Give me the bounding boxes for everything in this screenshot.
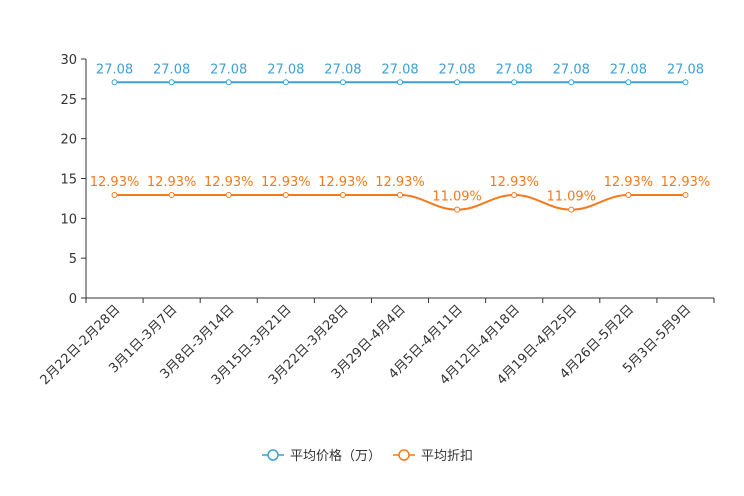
data-label: 12.93% [375, 175, 425, 190]
data-point [568, 206, 575, 213]
data-label: 27.08 [667, 62, 704, 77]
data-point [682, 79, 689, 86]
legend-marker-icon [398, 449, 410, 461]
data-label: 27.08 [324, 62, 361, 77]
data-label: 12.93% [261, 175, 311, 190]
y-tick-label: 30 [60, 53, 77, 68]
data-point [111, 79, 118, 86]
data-label: 12.93% [489, 175, 539, 190]
legend-item-2[interactable]: 平均折扣 [393, 449, 473, 464]
chart-data-labels: 27.08 27.08 27.08 27.08 27.08 27.08 27.08 27.08… [90, 62, 710, 204]
data-point [682, 191, 689, 198]
data-point [511, 191, 518, 198]
data-point [568, 79, 575, 86]
data-label: 27.08 [96, 62, 133, 77]
chart-legend[interactable]: 平均价格（万） 平均折扣 [262, 448, 473, 464]
data-point [225, 191, 232, 198]
data-label: 27.08 [496, 62, 533, 77]
y-tick-label: 20 [60, 133, 77, 148]
data-label: 27.08 [381, 62, 418, 77]
data-point [454, 79, 461, 86]
data-label: 11.09% [432, 190, 482, 205]
y-tick-label: 10 [60, 212, 77, 227]
data-point [397, 191, 403, 198]
data-label: 27.08 [267, 62, 304, 77]
data-label: 12.93% [318, 175, 368, 190]
y-tick-label: 25 [60, 93, 77, 108]
legend-marker-icon [267, 449, 279, 461]
data-point [625, 79, 632, 86]
data-point [339, 79, 346, 86]
data-point [511, 79, 518, 86]
data-label: 12.93% [204, 175, 254, 190]
legend-item-1[interactable]: 平均价格（万） [262, 448, 381, 464]
data-label: 27.08 [610, 62, 647, 77]
data-label: 27.08 [210, 62, 247, 77]
data-point [625, 191, 632, 198]
y-tick-label: 0 [69, 292, 77, 307]
data-label: 27.08 [438, 62, 475, 77]
data-label: 27.08 [153, 62, 190, 77]
data-point [282, 79, 289, 86]
data-point [168, 79, 175, 86]
data-point [111, 191, 118, 198]
data-point [397, 79, 403, 86]
y-tick-label: 5 [69, 252, 77, 267]
y-tick-label: 15 [60, 173, 77, 188]
data-point [339, 191, 346, 198]
data-point [225, 79, 232, 86]
chart-series [111, 79, 689, 213]
data-point [454, 206, 461, 213]
x-tick-label: 2月22日-2月28日 [38, 302, 124, 388]
data-label: 12.93% [147, 175, 197, 190]
data-label: 12.93% [661, 175, 711, 190]
legend-label: 平均折扣 [421, 449, 473, 464]
data-label: 12.93% [90, 175, 140, 190]
data-point [168, 191, 175, 198]
chart-axes: 0510152025302月22日-2月28日3月1日-3月7日3月8日-3月1… [38, 53, 715, 388]
data-label: 27.08 [553, 62, 590, 77]
legend-label: 平均价格（万） [290, 448, 381, 464]
series-line-2 [114, 193, 686, 211]
data-label: 11.09% [546, 190, 596, 205]
data-point [282, 191, 289, 198]
data-label: 12.93% [604, 175, 654, 190]
